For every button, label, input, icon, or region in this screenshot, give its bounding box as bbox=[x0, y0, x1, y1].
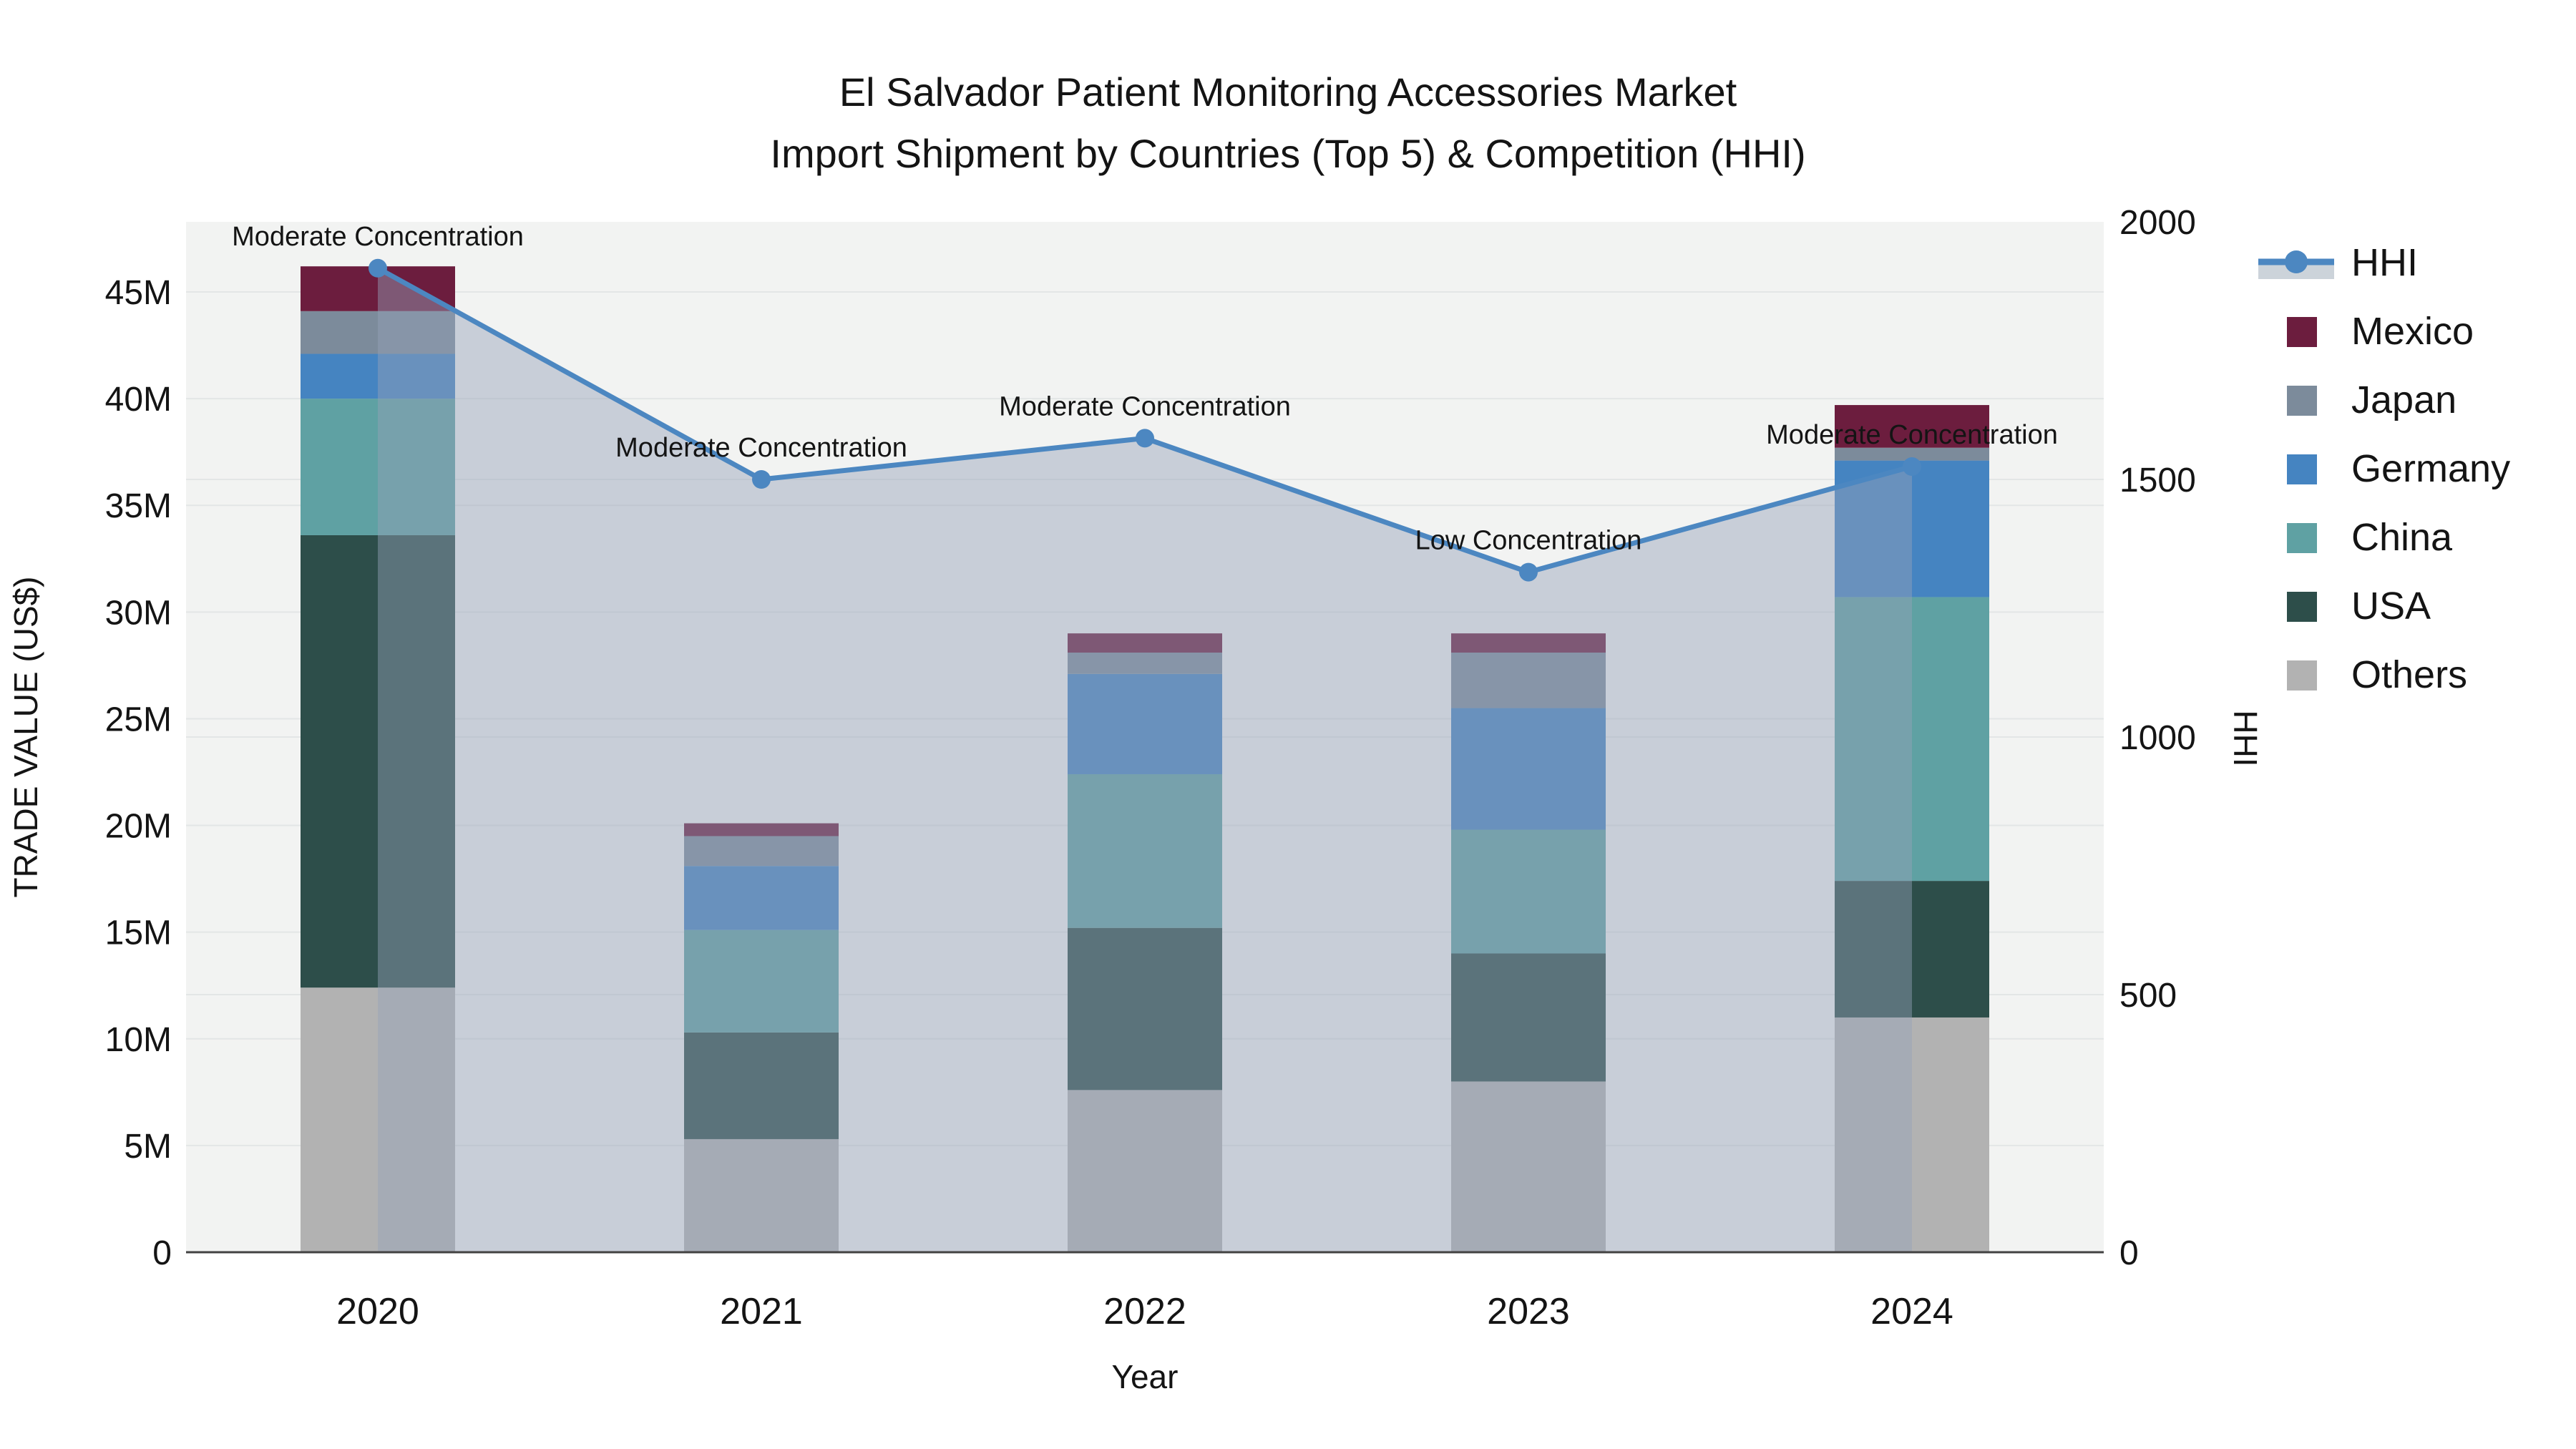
y-left-tick-30: 30M bbox=[105, 594, 172, 632]
legend-item-usa[interactable]: USA bbox=[2287, 585, 2431, 628]
legend-swatch-germany bbox=[2287, 454, 2317, 484]
legend-item-mexico[interactable]: Mexico bbox=[2287, 310, 2474, 353]
x-tick-label-2021: 2021 bbox=[720, 1291, 803, 1332]
bar-segment-germany-2021[interactable] bbox=[684, 866, 839, 930]
x-axis-title: Year bbox=[1112, 1358, 1179, 1395]
bar-segment-others-2022[interactable] bbox=[1068, 1090, 1222, 1252]
legend-item-germany[interactable]: Germany bbox=[2287, 447, 2510, 490]
hhi-legend-marker bbox=[2285, 250, 2308, 273]
y-right-axis-title: HHI bbox=[2227, 710, 2264, 766]
y-left-tick-35: 35M bbox=[105, 487, 172, 525]
bar-segment-mexico-2024[interactable] bbox=[1835, 405, 1989, 448]
legend-item-others[interactable]: Others bbox=[2287, 653, 2467, 696]
legend-swatch-china bbox=[2287, 523, 2317, 553]
bar-segment-others-2020[interactable] bbox=[301, 987, 455, 1252]
bar-segment-china-2020[interactable] bbox=[301, 399, 455, 535]
hhi-annotation-2020: Moderate Concentration bbox=[232, 222, 524, 252]
bar-segment-usa-2023[interactable] bbox=[1451, 953, 1606, 1082]
chart-title-line1: El Salvador Patient Monitoring Accessori… bbox=[839, 69, 1737, 114]
hhi-area-fill[interactable] bbox=[378, 268, 1912, 1252]
hhi-marker-2022[interactable] bbox=[1136, 429, 1154, 448]
bar-segment-mexico-2022[interactable] bbox=[1068, 633, 1222, 653]
legend-label-hhi: HHI bbox=[2351, 241, 2418, 284]
bar-segment-japan-2024[interactable] bbox=[1835, 447, 1989, 461]
legend-label-germany: Germany bbox=[2351, 447, 2510, 490]
bar-segment-others-2023[interactable] bbox=[1451, 1081, 1606, 1252]
hhi-marker-2023[interactable] bbox=[1519, 562, 1538, 582]
bar-segment-others-2024[interactable] bbox=[1835, 1017, 1989, 1252]
legend-swatch-usa bbox=[2287, 592, 2317, 622]
y-left-tick-25: 25M bbox=[105, 701, 172, 738]
legend-label-others: Others bbox=[2351, 653, 2467, 696]
hhi-annotation-2022: Moderate Concentration bbox=[999, 391, 1291, 421]
y-right-tick-500: 500 bbox=[2119, 977, 2177, 1015]
legend-swatch-japan bbox=[2287, 386, 2317, 416]
y-right-tick-1000: 1000 bbox=[2119, 719, 2196, 757]
plot-layer: 0 5M 10M 15M 20M 25M 30M 35M 40M 45M 0 500 1000 1500 2… bbox=[105, 204, 2196, 1332]
bar-segment-usa-2021[interactable] bbox=[684, 1032, 839, 1139]
legend-label-china: China bbox=[2351, 516, 2453, 559]
bar-segment-japan-2022[interactable] bbox=[1068, 652, 1222, 674]
hhi-annotation-2024: Moderate Concentration bbox=[1766, 420, 2058, 450]
bar-segment-china-2023[interactable] bbox=[1451, 829, 1606, 954]
y-left-tick-45: 45M bbox=[105, 274, 172, 312]
y-left-tick-5: 5M bbox=[124, 1128, 172, 1166]
bar-segment-china-2021[interactable] bbox=[684, 930, 839, 1033]
y-right-tick-0: 0 bbox=[2119, 1234, 2139, 1272]
legend-item-hhi[interactable]: HHI bbox=[2258, 241, 2418, 284]
legend-label-mexico: Mexico bbox=[2351, 310, 2474, 353]
bar-segment-mexico-2023[interactable] bbox=[1451, 633, 1606, 653]
legend-swatch-others bbox=[2287, 660, 2317, 691]
legend-item-china[interactable]: China bbox=[2287, 516, 2453, 559]
bar-segment-usa-2024[interactable] bbox=[1835, 881, 1989, 1018]
hhi-marker-2020[interactable] bbox=[369, 258, 387, 278]
y-left-tick-20: 20M bbox=[105, 808, 172, 846]
hhi-marker-2021[interactable] bbox=[752, 470, 771, 489]
y-left-tick-10: 10M bbox=[105, 1021, 172, 1059]
hhi-annotation-2021: Moderate Concentration bbox=[615, 433, 907, 463]
y-right-tick-1500: 1500 bbox=[2119, 462, 2196, 499]
bar-segment-mexico-2021[interactable] bbox=[684, 823, 839, 836]
legend-item-japan[interactable]: Japan bbox=[2287, 379, 2457, 421]
legend-label-usa: USA bbox=[2351, 585, 2431, 628]
x-tick-label-2023: 2023 bbox=[1487, 1291, 1570, 1332]
chart-title-line2: Import Shipment by Countries (Top 5) & C… bbox=[770, 131, 1805, 176]
legend-label-japan: Japan bbox=[2351, 379, 2457, 421]
bar-segment-japan-2023[interactable] bbox=[1451, 652, 1606, 708]
y-left-tick-40: 40M bbox=[105, 381, 172, 419]
x-tick-label-2022: 2022 bbox=[1103, 1291, 1186, 1332]
bar-segment-others-2021[interactable] bbox=[684, 1138, 839, 1252]
bar-segment-germany-2022[interactable] bbox=[1068, 673, 1222, 774]
legend: HHI Mexico Japan Germany China USA Others bbox=[2258, 241, 2510, 696]
bar-segment-china-2022[interactable] bbox=[1068, 774, 1222, 928]
hhi-marker-2024[interactable] bbox=[1903, 457, 1921, 476]
y-left-tick-15: 15M bbox=[105, 914, 172, 952]
bar-segment-usa-2020[interactable] bbox=[301, 535, 455, 988]
legend-swatch-mexico bbox=[2287, 317, 2317, 347]
y-right-tick-2000: 2000 bbox=[2119, 204, 2196, 242]
hhi-annotation-2023: Low Concentration bbox=[1415, 526, 1642, 556]
bar-segment-japan-2021[interactable] bbox=[684, 836, 839, 867]
bar-segment-japan-2020[interactable] bbox=[301, 311, 455, 354]
bar-segment-usa-2022[interactable] bbox=[1068, 927, 1222, 1091]
x-tick-label-2020: 2020 bbox=[336, 1291, 419, 1332]
y-left-tick-0: 0 bbox=[152, 1234, 172, 1272]
bar-segment-germany-2023[interactable] bbox=[1451, 708, 1606, 830]
x-tick-label-2024: 2024 bbox=[1870, 1291, 1953, 1332]
bar-segment-germany-2020[interactable] bbox=[301, 353, 455, 399]
bar-segment-china-2024[interactable] bbox=[1835, 597, 1989, 882]
y-left-axis-title: TRADE VALUE (US$) bbox=[7, 576, 44, 897]
